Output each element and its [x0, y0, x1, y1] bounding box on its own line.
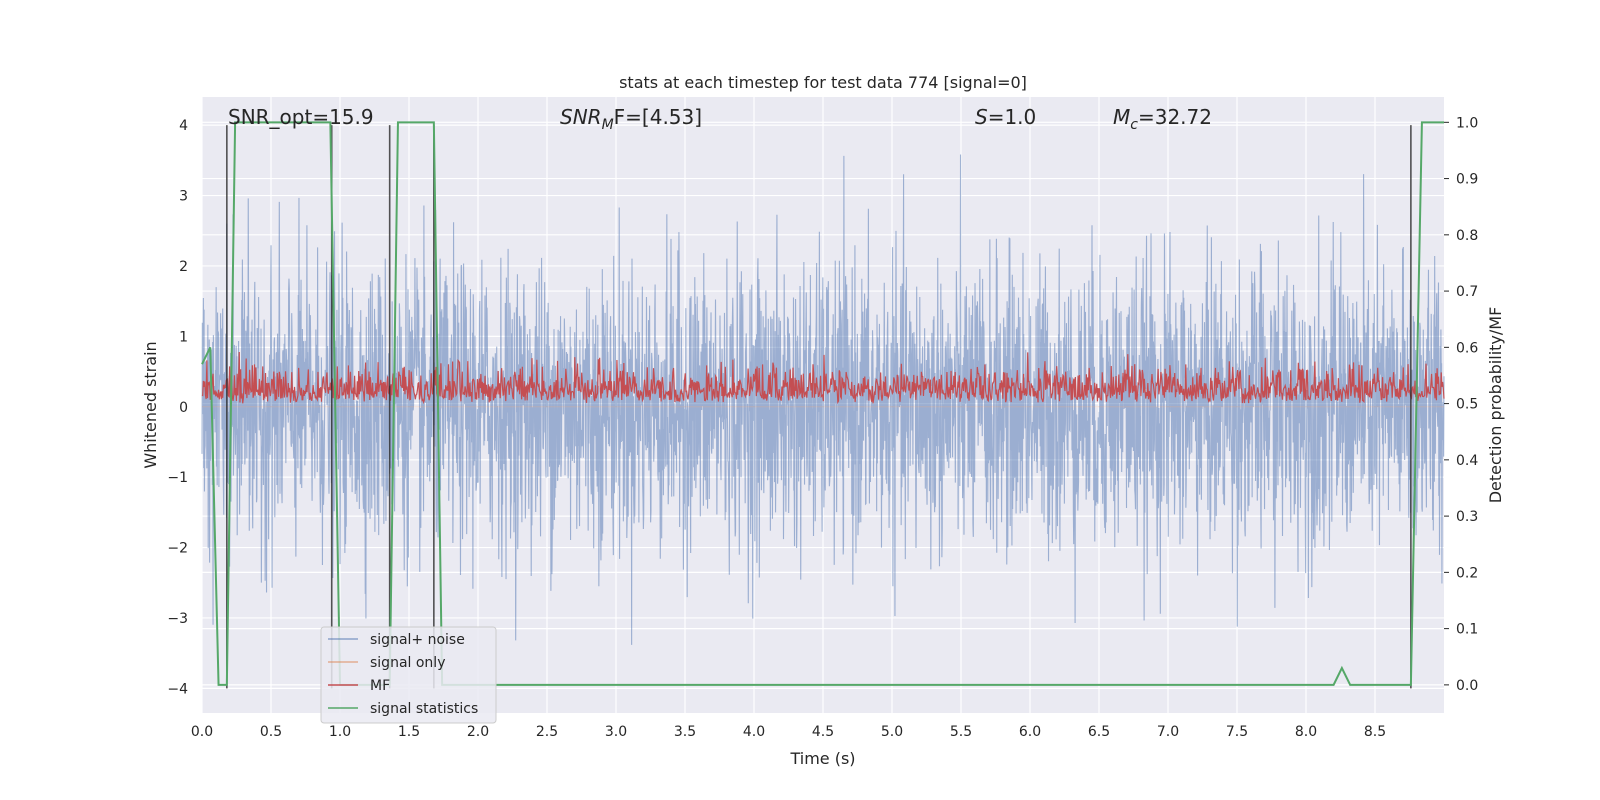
- x-tick-label: 5.5: [950, 724, 972, 740]
- y-right-tick-label: 0.8: [1456, 228, 1478, 244]
- y-left-tick-label: 3: [179, 189, 188, 205]
- y-left-tick-label: −2: [167, 541, 188, 557]
- mf-line: [201, 351, 1445, 405]
- x-tick-label: 8.5: [1364, 724, 1386, 740]
- snr-mf-sub: M: [602, 117, 614, 133]
- x-axis-ticks: 0.0 0.5 1.0 1.5 2.0 2.5 3.0 3.5 4.0 4.5 5.0 5.5 6.0 6…: [191, 724, 1386, 740]
- y-right-tick-label: 0.6: [1456, 340, 1478, 356]
- signal-noise-line: [201, 154, 1445, 645]
- y-axis-right-ticks: 1.0 0.9 0.8 0.7 0.6 0.5 0.4 0.3 0.2 0.1 0.0: [1444, 115, 1478, 694]
- x-tick-label: 0.0: [191, 724, 213, 740]
- y-axis-left-label: Whitened strain: [141, 341, 160, 468]
- x-tick-label: 6.5: [1088, 724, 1110, 740]
- y-right-tick-label: 0.7: [1456, 284, 1478, 300]
- x-tick-label: 5.0: [881, 724, 903, 740]
- x-tick-label: 1.0: [329, 724, 351, 740]
- annotation-snr-opt: SNR_opt=15.9: [228, 105, 374, 129]
- y-left-tick-label: 1: [179, 329, 188, 345]
- x-tick-label: 1.5: [398, 724, 420, 740]
- annotation-snr-mf: SNRMF=[4.53]: [560, 105, 702, 133]
- x-tick-label: 3.0: [605, 724, 627, 740]
- annotation-s: S=1.0: [975, 105, 1036, 129]
- mc-rest: =32.72: [1138, 105, 1212, 129]
- x-tick-label: 2.5: [536, 724, 558, 740]
- y-right-tick-label: 0.9: [1456, 172, 1478, 188]
- s-rest: =1.0: [988, 105, 1037, 129]
- signal-noise-series: [201, 154, 1445, 645]
- y-left-tick-label: 0: [179, 400, 188, 416]
- chart-title: stats at each timestep for test data 774…: [619, 73, 1027, 92]
- y-right-tick-label: 1.0: [1456, 115, 1478, 131]
- y-right-tick-label: 0.4: [1456, 453, 1478, 469]
- legend-label-mf: MF: [370, 678, 390, 694]
- y-right-tick-label: 0.0: [1456, 678, 1478, 694]
- x-tick-label: 4.0: [743, 724, 765, 740]
- y-left-tick-label: 4: [179, 118, 188, 134]
- annotation-mc: Mc=32.72: [1113, 105, 1212, 133]
- mc-sub: c: [1130, 117, 1138, 133]
- y-right-tick-label: 0.2: [1456, 565, 1478, 581]
- x-tick-label: 3.5: [674, 724, 696, 740]
- y-left-tick-label: 2: [179, 259, 188, 275]
- mf-series: [201, 351, 1445, 405]
- y-left-tick-label: −3: [167, 611, 188, 627]
- signal-statistics-series: [201, 121, 1444, 686]
- signal-statistics-line: [201, 121, 1444, 686]
- y-left-tick-label: −4: [167, 681, 188, 697]
- legend: signal+ noise signal only MF signal stat…: [320, 626, 497, 724]
- x-tick-label: 8.0: [1295, 724, 1317, 740]
- legend-label-signal-statistics: signal statistics: [370, 701, 478, 717]
- x-tick-label: 0.5: [260, 724, 282, 740]
- snr-mf-main: SNR: [560, 105, 602, 129]
- y-right-tick-label: 0.5: [1456, 397, 1478, 413]
- s-var: S: [975, 105, 988, 129]
- legend-label-signal-noise: signal+ noise: [370, 632, 465, 648]
- y-axis-left-ticks: 4 3 2 1 0 −1 −2 −3 −4: [167, 118, 188, 697]
- mc-var: M: [1113, 105, 1130, 129]
- y-axis-right-label: Detection probability/MF: [1486, 307, 1505, 504]
- x-tick-label: 7.0: [1157, 724, 1179, 740]
- x-axis-label: Time (s): [789, 749, 855, 768]
- snr-mf-rest: F=[4.53]: [614, 105, 702, 129]
- y-right-tick-label: 0.1: [1456, 622, 1478, 638]
- x-tick-label: 6.0: [1019, 724, 1041, 740]
- x-tick-label: 2.0: [467, 724, 489, 740]
- legend-box: [320, 626, 497, 724]
- x-tick-label: 4.5: [812, 724, 834, 740]
- y-right-tick-label: 0.3: [1456, 509, 1478, 525]
- x-tick-label: 7.5: [1226, 724, 1248, 740]
- y-left-tick-label: −1: [167, 470, 188, 486]
- legend-label-signal-only: signal only: [370, 655, 445, 671]
